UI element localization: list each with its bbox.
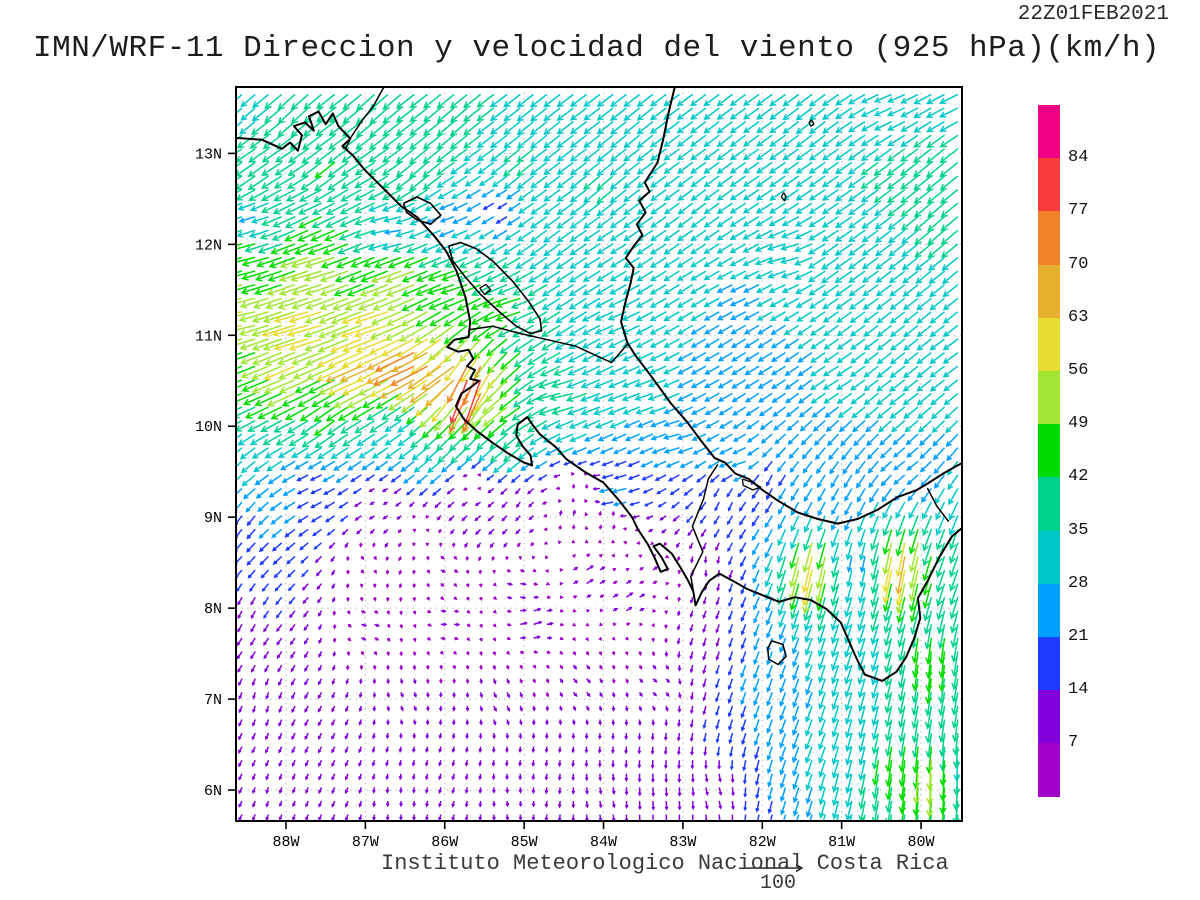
pacific-coast-outline <box>236 110 962 682</box>
valid-time-label: 22Z01FEB2021 <box>1017 3 1169 26</box>
honduras-border-outline <box>344 87 385 150</box>
x-tick-label: 81W <box>828 834 855 851</box>
reference-arrow <box>744 864 804 872</box>
wind-arrow-layer-8 <box>236 311 906 607</box>
bocas-islands-outline <box>741 478 762 491</box>
lake-managua-outline <box>402 196 442 226</box>
lake-nicaragua-outline <box>447 241 543 335</box>
coastlines-layer <box>236 87 962 682</box>
y-tick-label: 10N <box>195 419 222 436</box>
providencia-island-outline <box>808 119 815 127</box>
y-tick-label: 7N <box>204 692 222 709</box>
y-tick-label: 11N <box>195 328 222 345</box>
ometepe-island-outline <box>479 283 492 296</box>
y-tick-label: 9N <box>204 510 222 527</box>
wind-arrow-layer-2 <box>236 202 787 821</box>
x-tick-label: 80W <box>908 834 935 851</box>
x-tick-label: 87W <box>352 834 379 851</box>
plot-border <box>235 86 963 822</box>
panama-canal-outline <box>926 487 950 523</box>
wind-arrow-layer-11 <box>449 379 482 426</box>
wind-arrow-layer-3 <box>236 188 959 821</box>
reference-arrow-glyph <box>744 864 804 872</box>
costarica-panama-border-outline <box>690 463 719 606</box>
wind-vector-field <box>236 93 961 821</box>
wind-arrow-layer-7 <box>236 256 934 818</box>
x-tick-label: 82W <box>749 834 776 851</box>
x-tick-label: 88W <box>273 834 300 851</box>
wind-arrow-layer-1 <box>236 473 735 821</box>
y-tick-label: 12N <box>195 237 222 254</box>
reference-arrow-label: 100 <box>759 872 796 895</box>
nicaragua-costarica-border-outline <box>468 325 628 364</box>
y-tick-label: 13N <box>195 146 222 163</box>
x-tick-label: 83W <box>669 834 696 851</box>
y-tick-label: 6N <box>204 783 222 800</box>
wind-arrow-layer-9 <box>325 351 906 595</box>
chart-title: IMN/WRF-11 Direccion y velocidad del vie… <box>33 31 1161 66</box>
coiba-island-outline <box>767 640 787 666</box>
wind-arrow-layer-5 <box>236 93 961 821</box>
axis-labels: 88W 87W 86W 85W 84W 83W 82W 81W 80W 6N 7N 8N 9N 10N 11… <box>195 146 935 851</box>
x-tick-label: 84W <box>590 834 617 851</box>
san-andres-island-outline <box>780 192 787 202</box>
x-tick-label: 86W <box>431 834 458 851</box>
x-tick-label: 85W <box>511 834 538 851</box>
caribbean-coast-outline <box>620 87 962 525</box>
wind-arrow-layer-0 <box>332 471 682 698</box>
y-tick-label: 8N <box>204 601 222 618</box>
footer-caption: Instituto Meteorologico Nacional Costa R… <box>381 851 949 876</box>
map-frame <box>228 86 963 829</box>
